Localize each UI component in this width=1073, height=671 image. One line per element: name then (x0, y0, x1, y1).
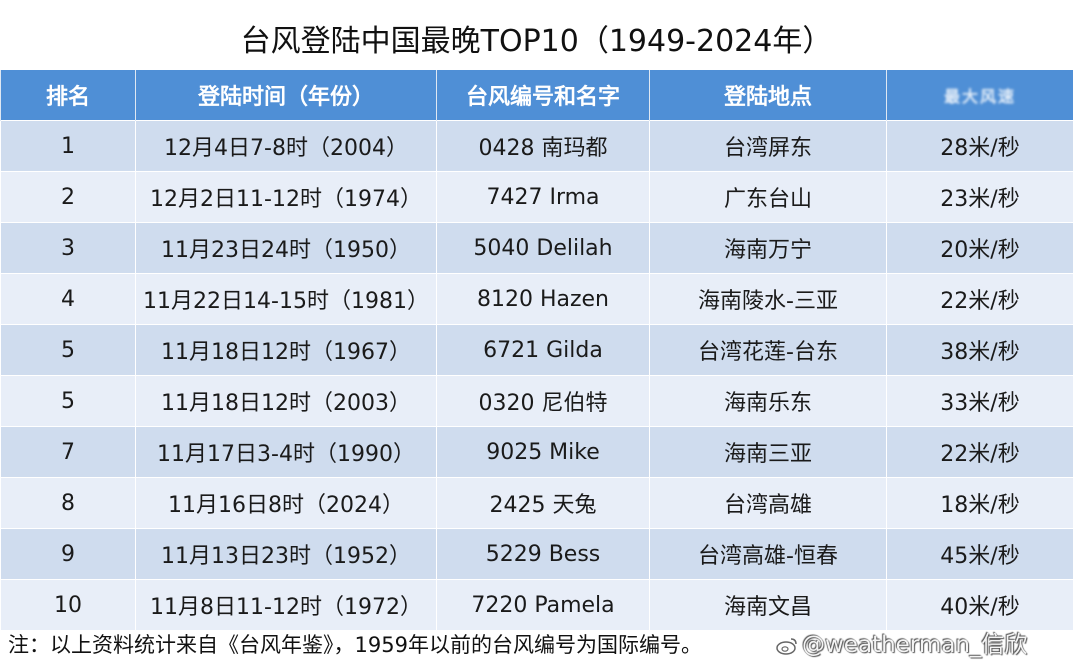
header-rank: 排名 (0, 70, 136, 121)
max-wind-cell: 20米/秒 (886, 222, 1073, 274)
table-row: 9 11月13日23时（1952） 5229 Bess 台湾高雄-恒春 45米/秒 (0, 528, 1073, 580)
max-wind-cell: 18米/秒 (886, 477, 1073, 529)
max-wind-cell: 38米/秒 (886, 324, 1073, 376)
rank-cell: 2 (0, 171, 136, 223)
typhoon-name-cell: 8120 Hazen (436, 273, 650, 325)
landfall-time-cell: 12月2日11-12时（1974） (135, 171, 437, 223)
footnote: 注：以上资料统计来自《台风年鉴》，1959年以前的台风编号为国际编号。 (8, 633, 702, 657)
watermark: @weatherman_信欣 (776, 626, 1027, 664)
landfall-time-cell: 11月23日24时（1950） (135, 222, 437, 274)
max-wind-cell: 40米/秒 (886, 579, 1073, 630)
landfall-place-cell: 海南三亚 (649, 426, 887, 478)
typhoon-name-cell: 2425 天兔 (436, 477, 650, 529)
rank-cell: 5 (0, 375, 136, 427)
landfall-time-cell: 12月4日7-8时（2004） (135, 120, 437, 172)
table-row: 7 11月17日3-4时（1990） 9025 Mike 海南三亚 22米/秒 (0, 426, 1073, 478)
rank-cell: 7 (0, 426, 136, 478)
table-row: 3 11月23日24时（1950） 5040 Delilah 海南万宁 20米/秒 (0, 222, 1073, 274)
watermark-text: @weatherman_信欣 (802, 632, 1028, 658)
typhoon-name-cell: 9025 Mike (436, 426, 650, 478)
landfall-time-cell: 11月18日12时（2003） (135, 375, 437, 427)
landfall-place-cell: 海南陵水-三亚 (649, 273, 887, 325)
max-wind-cell: 45米/秒 (886, 528, 1073, 580)
table-row: 5 11月18日12时（1967） 6721 Gilda 台湾花莲-台东 38米/秒 (0, 324, 1073, 376)
rank-cell: 10 (0, 579, 136, 630)
table-row: 2 12月2日11-12时（1974） 7427 Irma 广东台山 23米/秒 (0, 171, 1073, 223)
table-row: 8 11月16日8时（2024） 2425 天兔 台湾高雄 18米/秒 (0, 477, 1073, 529)
typhoon-name-cell: 7220 Pamela (436, 579, 650, 630)
max-wind-cell: 33米/秒 (886, 375, 1073, 427)
header-landfall-time: 登陆时间（年份） (135, 70, 437, 121)
max-wind-cell: 22米/秒 (886, 426, 1073, 478)
landfall-place-cell: 台湾花莲-台东 (649, 324, 887, 376)
typhoon-name-cell: 0320 尼伯特 (436, 375, 650, 427)
landfall-time-cell: 11月22日14-15时（1981） (135, 273, 437, 325)
typhoon-name-cell: 5040 Delilah (436, 222, 650, 274)
table-row: 10 11月8日11-12时（1972） 7220 Pamela 海南文昌 40米/秒 (0, 579, 1073, 630)
landfall-time-cell: 11月16日8时（2024） (135, 477, 437, 529)
landfall-place-cell: 台湾高雄 (649, 477, 887, 529)
landfall-place-cell: 海南乐东 (649, 375, 887, 427)
table-row: 5 11月18日12时（2003） 0320 尼伯特 海南乐东 33米/秒 (0, 375, 1073, 427)
typhoon-name-cell: 7427 Irma (436, 171, 650, 223)
rank-cell: 9 (0, 528, 136, 580)
typhoon-name-cell: 6721 Gilda (436, 324, 650, 376)
landfall-place-cell: 广东台山 (649, 171, 887, 223)
landfall-place-cell: 海南万宁 (649, 222, 887, 274)
weibo-logo-icon (776, 637, 797, 655)
landfall-time-cell: 11月18日12时（1967） (135, 324, 437, 376)
rank-cell: 8 (0, 477, 136, 529)
table-row: 4 11月22日14-15时（1981） 8120 Hazen 海南陵水-三亚 22米/… (0, 273, 1073, 325)
rank-cell: 1 (0, 120, 136, 172)
landfall-time-cell: 11月17日3-4时（1990） (135, 426, 437, 478)
max-wind-cell: 23米/秒 (886, 171, 1073, 223)
landfall-place-cell: 台湾屏东 (649, 120, 887, 172)
landfall-place-cell: 海南文昌 (649, 579, 887, 630)
rank-cell: 3 (0, 222, 136, 274)
typhoon-name-cell: 5229 Bess (436, 528, 650, 580)
typhoon-name-cell: 0428 南玛都 (436, 120, 650, 172)
header-max-wind: 最大风速 (886, 70, 1073, 121)
header-typhoon-id-name: 台风编号和名字 (436, 70, 650, 121)
table-header-row: 排名 登陆时间（年份） 台风编号和名字 登陆地点 最大风速 (0, 70, 1073, 121)
landfall-time-cell: 11月13日23时（1952） (135, 528, 437, 580)
max-wind-cell: 22米/秒 (886, 273, 1073, 325)
table-row: 1 12月4日7-8时（2004） 0428 南玛都 台湾屏东 28米/秒 (0, 120, 1073, 172)
max-wind-cell: 28米/秒 (886, 120, 1073, 172)
typhoon-table: 排名 登陆时间（年份） 台风编号和名字 登陆地点 最大风速 1 12月4日7-8时… (0, 70, 1073, 630)
landfall-time-cell: 11月8日11-12时（1972） (135, 579, 437, 630)
rank-cell: 4 (0, 273, 136, 325)
page-title: 台风登陆中国最晚TOP10（1949-2024年） (240, 24, 833, 59)
landfall-place-cell: 台湾高雄-恒春 (649, 528, 887, 580)
header-landfall-place: 登陆地点 (649, 70, 887, 121)
rank-cell: 5 (0, 324, 136, 376)
